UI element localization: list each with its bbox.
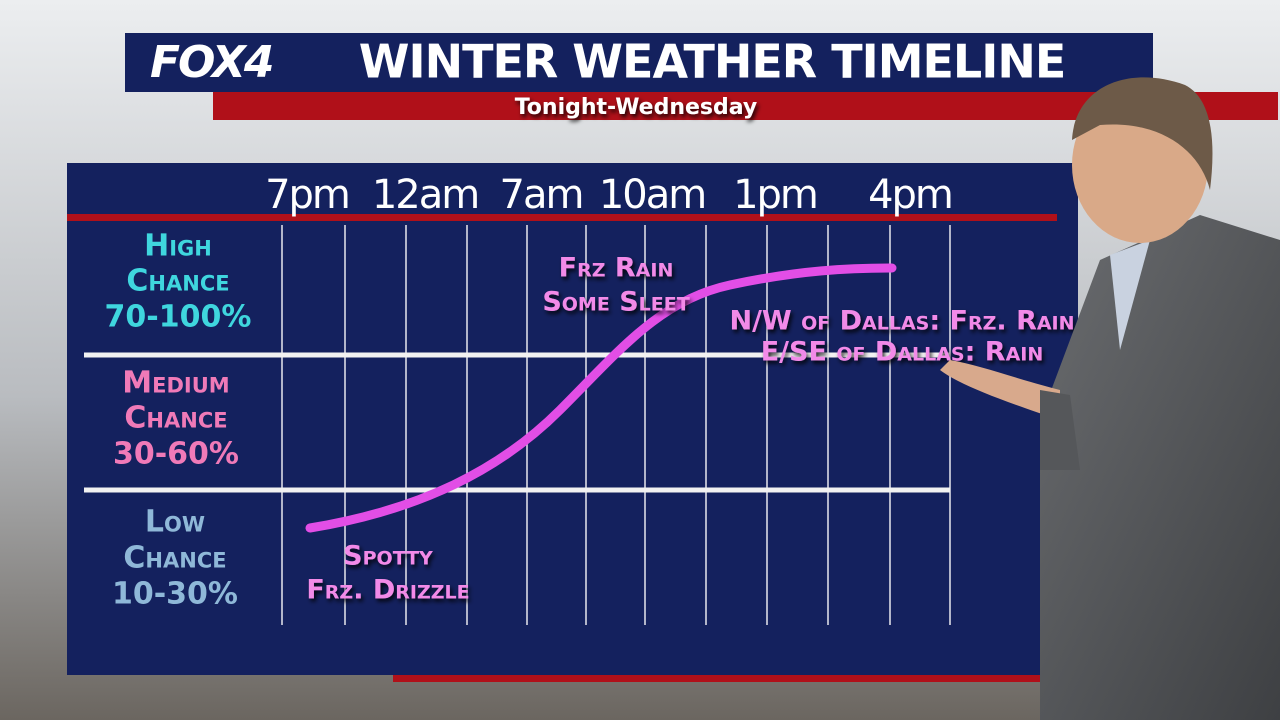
trend-curve	[305, 263, 897, 533]
annotation: Frz Rain	[559, 253, 674, 284]
bottom-rule	[393, 675, 1053, 682]
time-grid	[281, 225, 951, 625]
time-label: 1pm	[733, 172, 817, 218]
medium-level: Medium Chance 30-60%	[113, 366, 239, 472]
logo: FOX4	[150, 37, 272, 88]
level-name: Low	[145, 505, 205, 540]
time-label: 4pm	[868, 172, 952, 218]
time-label: 7am	[500, 172, 583, 218]
level-chance: Chance	[123, 541, 226, 576]
divider	[67, 214, 1057, 221]
chart-panel	[67, 163, 1078, 675]
time-label: 7pm	[265, 172, 349, 218]
annotation: Some Sleet	[542, 287, 689, 318]
level-range: 10-30%	[112, 577, 238, 612]
annotation: Frz. Drizzle	[306, 575, 469, 606]
level-name: High	[144, 229, 212, 264]
header-bar	[125, 33, 1153, 92]
title: WINTER WEATHER TIMELINE	[359, 35, 1066, 89]
low-level: Low Chance 10-30%	[112, 505, 238, 612]
annotation: Spotty	[343, 541, 433, 572]
time-label: 12am	[372, 172, 478, 218]
time-label: 10am	[599, 172, 705, 218]
level-dividers	[84, 352, 950, 493]
level-chance: Chance	[124, 401, 227, 436]
annotation: N/W of Dallas: Frz. Rain	[729, 306, 1074, 337]
level-chance: Chance	[126, 264, 229, 299]
level-name: Medium	[122, 366, 229, 401]
level-range: 70-100%	[105, 300, 252, 335]
presenter	[940, 77, 1280, 720]
high-level: High Chance 70-100%	[105, 229, 252, 335]
level-range: 30-60%	[113, 437, 239, 472]
annotation: E/SE of Dallas: Rain	[761, 337, 1044, 368]
subtitle: Tonight-Wednesday	[515, 95, 758, 120]
